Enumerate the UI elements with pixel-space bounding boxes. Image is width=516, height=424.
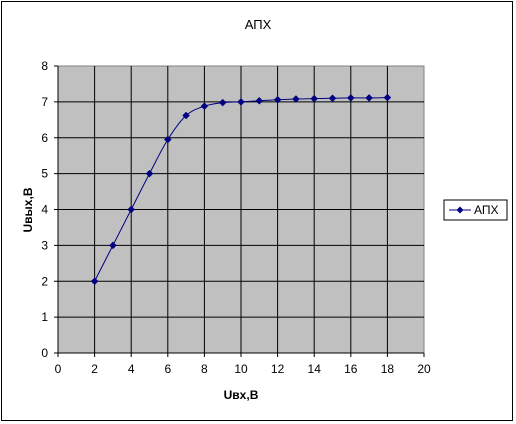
data-point [383, 93, 392, 102]
data-point [237, 98, 245, 106]
y-tick-label: 7 [41, 95, 48, 109]
y-tick-label: 5 [41, 167, 48, 181]
y-tick-label: 0 [41, 346, 48, 360]
y-tick-label: 2 [41, 274, 48, 288]
x-axis-label: Uвх,В [224, 388, 259, 402]
x-tick-label: 4 [128, 362, 135, 376]
data-point [163, 135, 172, 144]
data-point [182, 111, 190, 120]
data-point [218, 98, 227, 107]
y-tick-label: 1 [41, 310, 48, 324]
data-point [328, 94, 337, 103]
chart-title: АПХ [245, 17, 272, 32]
x-tick-label: 12 [271, 362, 285, 376]
legend-marker [456, 206, 464, 214]
x-tick-label: 18 [381, 362, 395, 376]
data-point [346, 94, 355, 102]
data-point [127, 205, 136, 214]
x-tick-label: 20 [417, 362, 431, 376]
y-tick-label: 6 [41, 131, 48, 145]
data-point [90, 277, 99, 286]
data-point [109, 241, 117, 250]
data-point [365, 94, 373, 102]
x-tick-label: 6 [164, 362, 171, 376]
x-tick-label: 10 [234, 362, 248, 376]
y-tick-label: 4 [41, 203, 48, 217]
x-tick-label: 8 [201, 362, 208, 376]
legend-label: АПХ [474, 203, 499, 217]
y-axis-label: Uвых,В [21, 187, 35, 232]
legend-box [443, 199, 508, 221]
y-tick-label: 8 [41, 59, 48, 73]
data-point [292, 95, 300, 103]
x-tick-label: 16 [344, 362, 358, 376]
x-tick-label: 0 [55, 362, 62, 376]
legend: АПХ [443, 199, 508, 221]
y-tick-label: 3 [41, 238, 48, 252]
data-point [255, 96, 264, 105]
series-group [90, 93, 392, 286]
x-tick-label: 2 [91, 362, 98, 376]
data-point [310, 94, 319, 103]
data-point [145, 169, 154, 178]
data-point [200, 102, 209, 111]
data-point [273, 95, 282, 104]
x-tick-label: 14 [308, 362, 322, 376]
